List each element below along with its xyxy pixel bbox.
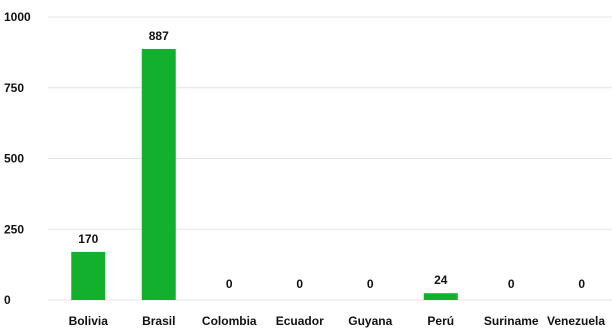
category-label-suriname: Suriname	[484, 314, 539, 328]
category-label-venezuela: Venezuela	[547, 314, 605, 328]
bars	[71, 48, 458, 300]
category-label-ecuador: Ecuador	[276, 314, 324, 328]
bar-brasil	[141, 48, 176, 300]
category-label-guyana: Guyana	[348, 314, 392, 328]
data-label-suriname: 0	[508, 277, 515, 291]
data-label-ecuador: 0	[296, 277, 303, 291]
y-axis-ticks: 0 250 500 750 1000	[4, 10, 31, 307]
data-label-guyana: 0	[367, 277, 374, 291]
y-tick-label: 1000	[4, 10, 31, 24]
y-tick-label: 250	[4, 222, 24, 236]
y-tick-label: 750	[4, 81, 24, 95]
gridlines	[48, 16, 612, 301]
category-label-colombia: Colombia	[202, 314, 257, 328]
data-labels: 170 887 0 0 0 24 0 0	[78, 29, 585, 291]
data-label-brasil: 887	[149, 29, 169, 43]
data-label-bolivia: 170	[78, 232, 98, 246]
bar-bolivia	[71, 251, 106, 300]
bar-perú	[423, 293, 458, 300]
data-label-colombia: 0	[226, 277, 233, 291]
category-label-bolivia: Bolivia	[69, 314, 109, 328]
x-axis-categories: Bolivia Brasil Colombia Ecuador Guyana Perú Su…	[69, 314, 606, 328]
y-tick-label: 0	[4, 293, 11, 307]
data-label-venezuela: 0	[578, 277, 585, 291]
category-label-perú: Perú	[427, 314, 454, 328]
data-label-perú: 24	[434, 273, 448, 287]
category-label-brasil: Brasil	[142, 314, 175, 328]
y-tick-label: 500	[4, 152, 24, 166]
